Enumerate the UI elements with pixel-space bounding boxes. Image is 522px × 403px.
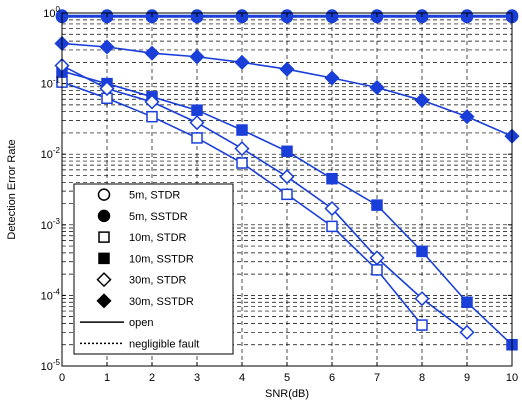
data-point [191,104,203,116]
data-point [459,109,475,125]
data-point [234,54,250,70]
data-point [189,115,205,131]
plot-frame [61,12,513,367]
x-tick-label: 3 [194,372,200,384]
data-point [416,245,428,258]
y-axis-title: Detection Error Rate [6,139,18,239]
data-point [279,61,295,77]
data-point [416,319,428,331]
data-point [324,200,340,217]
x-axis-title: SNR(dB) [265,388,309,400]
data-point [144,94,160,110]
legend-item-open: open [80,317,153,329]
data-point [144,45,160,61]
x-tick-label: 10 [506,372,518,384]
legend-marker [98,231,110,243]
data-point [459,324,475,340]
data-point [326,172,338,185]
x-tick-label: 9 [464,372,470,384]
legend-marker [97,209,111,223]
legend: 5m, STDR 5m, SSTDR 10m, STDR 10m, SSTDR 30m,… [73,183,234,355]
legend-label: 5m, STDR [129,190,180,202]
y-tick-label: 10-2 [41,146,61,161]
x-tick-label: 8 [419,372,425,384]
series-line [61,64,468,333]
data-point [99,39,115,55]
legend-marker [96,272,112,288]
series-10m-stdr [56,76,428,331]
data-point [414,291,430,307]
legend-label: 10m, STDR [129,232,187,244]
data-point [326,220,338,233]
data-point [371,199,383,211]
legend-item-negligible-fault: negligible fault [80,338,199,350]
legend-marker [98,252,110,265]
legend-label: open [129,317,153,329]
data-point [369,79,385,96]
data-point [99,81,115,97]
x-tick-label: 6 [329,372,335,384]
legend-label: 10m, SSTDR [129,253,194,265]
data-point [461,296,473,308]
data-point [281,145,293,158]
data-point [234,141,250,157]
data-point [236,157,248,169]
data-point [281,188,293,201]
x-tick-label: 1 [104,372,110,384]
legend-marker [97,188,111,201]
y-tick-label: 10-3 [41,217,61,232]
data-point [324,70,340,86]
y-tick-label: 100 [43,5,60,20]
data-point [414,92,430,108]
x-tick-label: 0 [59,372,65,384]
y-tick-label: 10-4 [41,287,61,302]
data-point [371,264,383,276]
legend-label: 30m, STDR [129,275,187,287]
legend-item-10m-stdr: 10m, STDR [98,231,187,244]
legend-item-5m-sstdr: 5m, SSTDR [97,209,188,223]
x-tick-label: 7 [374,372,380,384]
legend-item-10m-sstdr: 10m, SSTDR [98,252,194,265]
legend-marker [96,293,112,309]
legend-box [73,183,234,355]
data-point [191,132,203,144]
data-point [369,250,385,266]
y-tick-label: 10-1 [41,76,61,91]
legend-item-30m-sstdr: 30m, SSTDR [96,293,194,309]
data-point [189,49,205,65]
y-tick-label: 10-5 [41,358,61,373]
data-point [236,124,248,136]
legend-label: negligible fault [129,338,199,350]
tick-labels: 0 1 2 3 4 5 6 7 8 9 10 10-5 10-4 10-3 10-2 10-1 100 [41,5,519,384]
legend-label: 5m, SSTDR [129,211,188,223]
data-point [279,169,295,185]
x-tick-label: 4 [239,372,245,384]
legend-label: 30m, SSTDR [129,296,194,308]
x-tick-label: 2 [149,372,155,384]
data-point [146,110,158,123]
legend-item-5m-stdr: 5m, STDR [97,188,180,202]
x-tick-label: 5 [284,372,290,384]
legend-item-30m-stdr: 30m, STDR [96,272,187,288]
